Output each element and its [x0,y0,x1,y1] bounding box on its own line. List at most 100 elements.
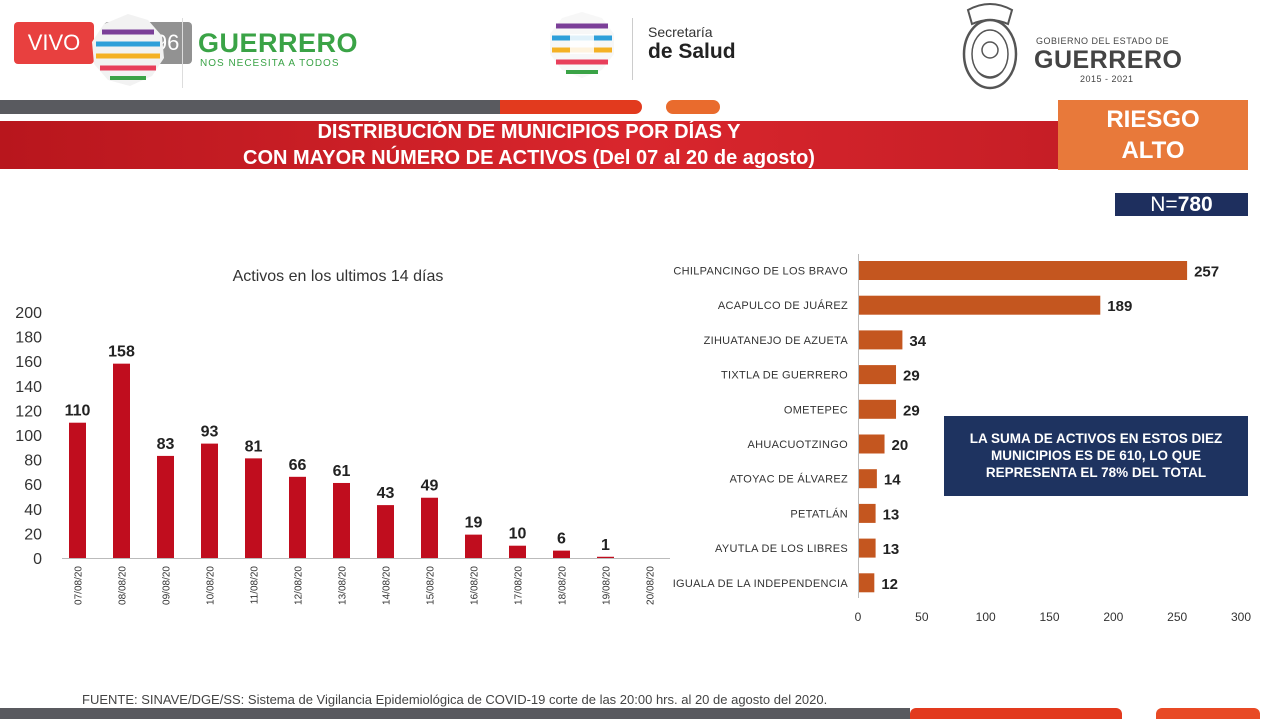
daily-bar [289,476,306,558]
x-tick-label: 17/08/20 [514,566,525,605]
y-tick-label: 140 [15,379,42,396]
guerrero-logo [92,14,164,86]
daily-bar [465,534,482,558]
municipality-label: AYUTLA DE LOS LIBRES [715,543,848,555]
y-tick-label: 160 [15,354,42,371]
gobierno-small: GOBIERNO DEL ESTADO DE [1036,36,1170,46]
municipal-bar-label: 20 [892,437,909,454]
daily-bar-label: 83 [157,436,175,453]
source-footer: FUENTE: SINAVE/DGE/SS: Sistema de Vigila… [82,692,828,707]
x-tick-label: 11/08/20 [250,566,261,605]
daily-bar [509,545,526,558]
municipality-label: ATOYAC DE ÁLVAREZ [730,473,848,486]
daily-bar-label: 43 [377,485,395,502]
risk-badge: RIESGO ALTO [1058,100,1248,170]
risk-line-1: RIESGO [1106,106,1200,133]
daily-bar [201,443,218,558]
municipal-bar [859,434,885,454]
x-tick-label: 300 [1231,610,1251,624]
risk-line-2: ALTO [1121,137,1185,164]
municipal-bar [859,330,903,350]
daily-bar [597,556,614,558]
total-value: 780 [1177,193,1213,216]
daily-bar-label: 61 [333,463,351,480]
municipality-label: AHUACUOTZINGO [748,439,849,451]
municipality-label: PETATLÁN [790,507,848,520]
guerrero-brand: GUERRERO [198,28,359,58]
daily-bar-label: 6 [557,531,566,548]
municipal-bar [859,503,876,523]
x-tick-label: 13/08/20 [338,566,349,605]
gobierno-big: GUERRERO [1034,46,1183,74]
daily-bar-label: 158 [108,344,135,361]
salud-label: de Salud [648,40,736,63]
secretaria-label: Secretaría [648,24,713,40]
municipal-bar-label: 257 [1194,264,1219,281]
municipal-bar-label: 13 [883,541,900,558]
municipal-bar [859,469,877,489]
x-tick-label: 12/08/20 [294,566,305,605]
x-tick-label: 50 [915,610,929,624]
gobierno-years: 2015 - 2021 [1080,74,1134,84]
daily-bar [245,458,262,558]
municipal-bar [859,538,876,558]
daily-bar-label: 93 [201,424,219,441]
x-tick-label: 100 [976,610,996,624]
municipal-bar [859,295,1101,315]
municipality-label: OMETEPEC [784,404,848,416]
daily-bar [377,505,394,558]
municipal-bar-label: 13 [883,506,900,523]
daily-bar-label: 1 [601,537,610,554]
daily-bar [553,550,570,558]
municipal-bar-label: 34 [909,333,926,350]
x-tick-label: 200 [1103,610,1123,624]
guerrero-tagline: NOS NECESITA A TODOS [200,58,340,69]
municipal-bar-label: 189 [1107,298,1132,315]
title-line-1: DISTRIBUCIÓN DE MUNICIPIOS POR DÍAS Y [317,121,741,143]
footer-strip-red [910,708,1122,719]
x-tick-label: 10/08/20 [206,566,217,605]
strip-orange [666,100,720,114]
x-tick-label: 18/08/20 [558,566,569,605]
municipality-label: CHILPANCINGO DE LOS BRAVO [673,266,848,278]
daily-bar [113,363,130,558]
daily-bar-label: 110 [65,403,91,420]
title-line-2: CON MAYOR NÚMERO DE ACTIVOS (Del 07 al 2… [243,147,815,169]
x-tick-label: 19/08/20 [602,566,613,605]
daily-bar-label: 66 [289,457,307,474]
municipality-label: ZIHUATANEJO DE AZUETA [704,335,849,347]
total-prefix: N= [1150,193,1178,216]
x-tick-label: 150 [1039,610,1059,624]
municipality-label: IGUALA DE LA INDEPENDENCIA [673,578,849,590]
x-tick-label: 14/08/20 [382,566,393,605]
x-tick-label: 09/08/20 [162,566,173,605]
footer-strip-orange [1156,708,1260,719]
x-tick-label: 250 [1167,610,1187,624]
municipal-bar [859,365,897,385]
municipal-bar [859,573,875,593]
footer-strip-gray [0,708,910,719]
state-seal-icon [962,3,1018,90]
municipal-bar-label: 29 [903,402,920,419]
x-tick-label: 20/08/20 [646,566,657,605]
x-tick-label: 08/08/20 [118,566,129,605]
municipal-bar [859,261,1188,280]
daily-bar [69,422,86,558]
live-badge: VIVO [14,22,94,64]
daily-bar-label: 49 [421,478,439,495]
x-tick-label: 15/08/20 [426,566,437,605]
summary-note: LA SUMA DE ACTIVOS EN ESTOS DIEZ MUNICIP… [944,416,1248,496]
daily-bar-label: 10 [509,526,527,543]
total-badge: N=780 [1115,193,1248,216]
daily-bar [157,455,174,558]
x-tick-label: 16/08/20 [470,566,481,605]
municipal-bar-label: 29 [903,368,920,385]
y-tick-label: 200 [15,305,42,322]
y-tick-label: 60 [24,477,42,494]
x-tick-label: 07/08/20 [74,566,85,605]
daily-bar-label: 81 [245,438,263,455]
y-tick-label: 120 [15,403,42,420]
y-tick-label: 0 [33,551,42,568]
y-tick-label: 20 [24,526,42,543]
chart-1-title: Activos en los ultimos 14 días [233,268,444,285]
